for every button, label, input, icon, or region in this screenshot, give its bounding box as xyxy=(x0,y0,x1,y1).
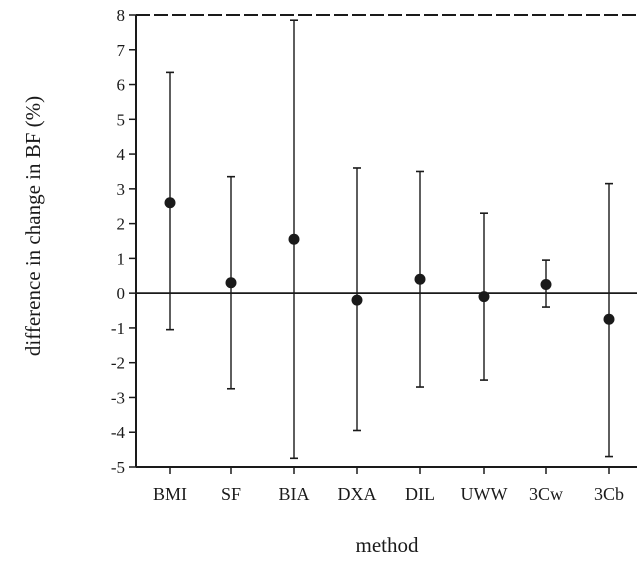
y-tick-label: 7 xyxy=(117,41,126,60)
y-axis-title: difference in change in BF (%) xyxy=(21,96,45,356)
y-tick-label: -2 xyxy=(111,354,125,373)
mean-point xyxy=(414,273,426,285)
y-tick-label: -5 xyxy=(111,458,125,477)
x-tick-label: UWW xyxy=(461,484,508,504)
y-tick-label: 8 xyxy=(117,6,126,25)
mean-point xyxy=(164,197,176,209)
x-tick-label: 3Cb xyxy=(594,484,624,504)
error-bars xyxy=(164,19,615,460)
mean-point xyxy=(225,277,237,289)
y-tick-label: 6 xyxy=(117,76,126,95)
x-axis-title: method xyxy=(356,533,419,557)
y-tick-label: 1 xyxy=(117,249,126,268)
x-tick-label: DIL xyxy=(405,484,435,504)
x-tick-label: 3Cw xyxy=(529,484,563,504)
y-tick-label: 2 xyxy=(117,215,126,234)
mean-point xyxy=(478,291,490,303)
mean-point xyxy=(351,294,363,306)
y-tick-label: 5 xyxy=(117,110,126,129)
plot-frame xyxy=(135,14,637,468)
y-tick-label: 4 xyxy=(117,145,126,164)
y-tick-label: -1 xyxy=(111,319,125,338)
x-tick-label: BMI xyxy=(153,484,187,504)
x-tick-label: DXA xyxy=(338,484,377,504)
y-tick-label: -4 xyxy=(111,423,126,442)
mean-point xyxy=(540,278,552,290)
x-tick-label: SF xyxy=(221,484,241,504)
x-tick-label: BIA xyxy=(279,484,310,504)
x-axis: BMI SF BIA DXA DIL UWW 3Cw 3Cb xyxy=(153,467,624,504)
y-axis: -5 -4 -3 -2 -1 0 1 2 3 4 5 6 7 8 xyxy=(111,6,136,477)
mean-point xyxy=(288,233,300,245)
y-tick-label: -3 xyxy=(111,388,125,407)
y-tick-label: 3 xyxy=(117,180,126,199)
y-tick-label: 0 xyxy=(117,284,126,303)
mean-point xyxy=(603,313,615,325)
